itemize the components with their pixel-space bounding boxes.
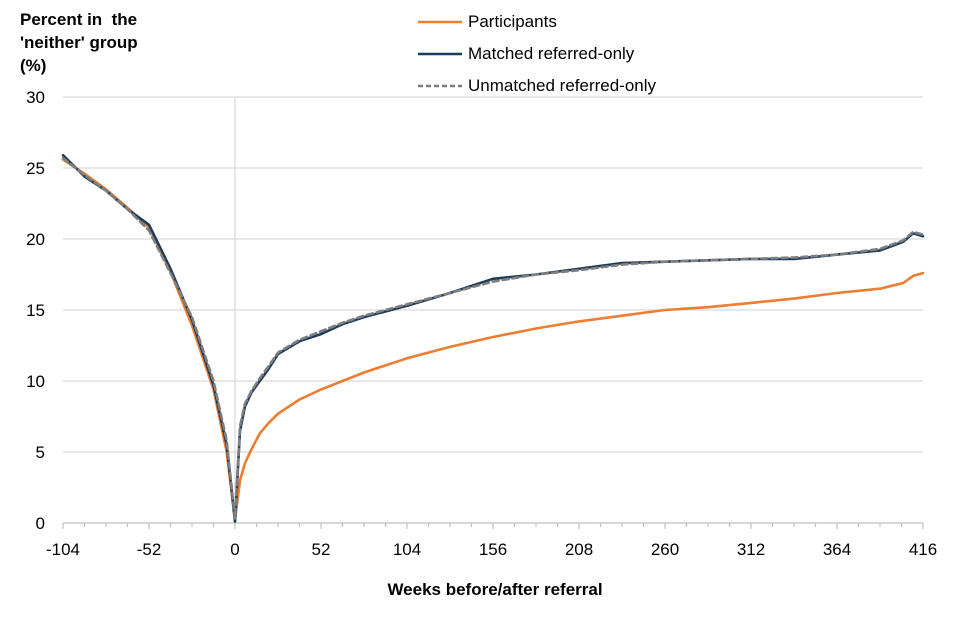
y-tick-label: 30 [26, 88, 45, 107]
series-line-1 [61, 158, 925, 522]
legend-label-unmatched: Unmatched referred-only [468, 76, 657, 95]
legend-label-participants: Participants [468, 12, 557, 31]
gridlines [63, 96, 923, 453]
x-tick-label: -104 [46, 540, 80, 559]
x-tick-label: 156 [479, 540, 507, 559]
x-tick-label: 364 [823, 540, 851, 559]
x-tick-labels: -104 -52 0 52 104 156 208 260 312 364 416 [46, 540, 937, 559]
y-axis-title-line-1: Percent in the [20, 10, 138, 29]
x-tick-label: 104 [393, 540, 421, 559]
legend-item-matched: Matched referred-only [418, 38, 656, 70]
x-tick-label: 260 [651, 540, 679, 559]
series-line-3 [61, 156, 925, 521]
y-tick-label: 15 [26, 301, 45, 320]
y-tick-label: 5 [36, 443, 45, 462]
series-line-2 [61, 153, 925, 523]
x-tick-label: 416 [909, 540, 937, 559]
legend-swatch-unmatched [418, 84, 462, 88]
x-tick-label: -52 [137, 540, 162, 559]
series-lines [61, 153, 925, 523]
y-axis-title-line-3: (%) [20, 56, 47, 75]
legend: Participants Matched referred-only Unmat… [418, 6, 656, 102]
x-tick-marks [62, 523, 924, 529]
x-axis-title: Weeks before/after referral [387, 580, 603, 599]
legend-swatch-matched [418, 52, 462, 56]
x-tick-label: 312 [737, 540, 765, 559]
x-tick-label: 52 [312, 540, 331, 559]
y-tick-label: 25 [26, 159, 45, 178]
legend-item-unmatched: Unmatched referred-only [418, 70, 656, 102]
y-tick-labels: 0 5 10 15 20 25 30 [26, 88, 45, 533]
x-tick-label: 0 [230, 540, 239, 559]
y-tick-label: 10 [26, 372, 45, 391]
legend-swatch-participants [418, 20, 462, 24]
y-axis-title: Percent in the 'neither' group (%) [20, 8, 220, 77]
y-tick-label: 0 [36, 514, 45, 533]
x-tick-label: 208 [565, 540, 593, 559]
y-axis-title-line-2: 'neither' group [20, 33, 138, 52]
legend-label-matched: Matched referred-only [468, 44, 635, 63]
legend-item-participants: Participants [418, 6, 656, 38]
y-tick-label: 20 [26, 230, 45, 249]
